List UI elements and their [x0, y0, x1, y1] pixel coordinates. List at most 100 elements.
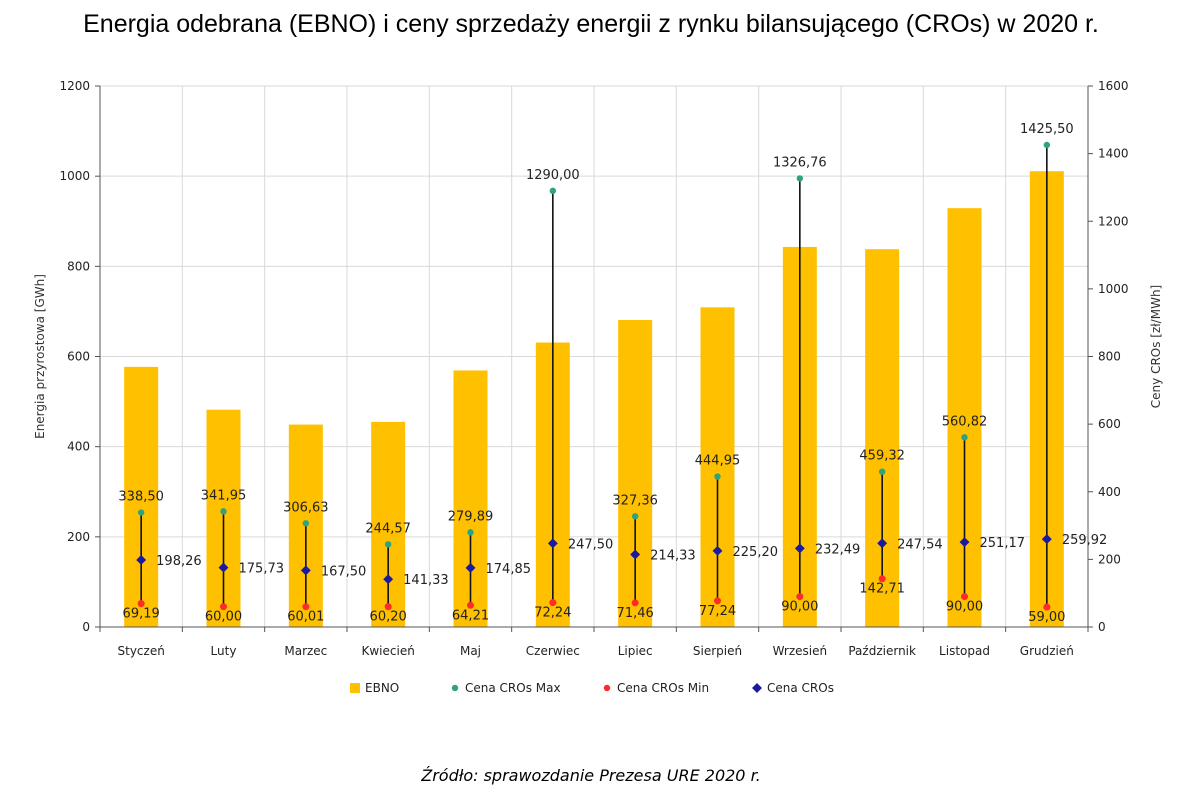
data-labels: 338,50 69,19 198,26 341,95 60,00 175,73 306,63…: [118, 122, 1107, 625]
cros-avg-point: [794, 543, 805, 554]
right-tick-label: 600: [1098, 417, 1121, 431]
category-label: Grudzień: [1020, 644, 1074, 658]
cros-min-point: [1043, 603, 1051, 611]
category-label: Marzec: [284, 644, 327, 658]
legend: EBNO Cena CROs Max Cena CROs Min Cena CROs: [350, 681, 834, 695]
cros-avg-label: 251,17: [980, 536, 1026, 551]
left-axis-title: Energia przyrostowa [GWh]: [33, 274, 47, 439]
legend-label: Cena CROs Min: [617, 681, 709, 695]
left-tick-label: 200: [67, 530, 90, 544]
category-label: Sierpień: [693, 644, 742, 658]
cros-min-label: 64,21: [452, 608, 489, 623]
category-label: Wrzesień: [773, 644, 828, 658]
legend-label: Cena CROs: [767, 681, 834, 695]
right-tick-label: 1000: [1098, 282, 1129, 296]
legend-swatch: [451, 684, 459, 692]
cros-max-label: 1326,76: [773, 155, 827, 170]
cros-max-label: 459,32: [859, 449, 905, 464]
cros-min-point: [796, 593, 804, 601]
cros-max-point: [137, 509, 145, 516]
cros-min-label: 142,71: [859, 582, 905, 597]
cros-min-label: 60,00: [205, 610, 242, 625]
cros-avg-label: 198,26: [156, 554, 202, 569]
cros-max-label: 341,95: [201, 488, 247, 503]
cros-avg-label: 175,73: [239, 562, 285, 577]
cros-max-label: 244,57: [365, 521, 411, 536]
cros-min-label: 90,00: [781, 600, 818, 615]
left-tick-label: 800: [67, 259, 90, 273]
cros-min-label: 72,24: [534, 606, 571, 621]
cros-min-point: [220, 603, 227, 611]
cros-min-point: [467, 601, 474, 609]
cros-max-point: [796, 175, 804, 182]
left-tick-label: 400: [67, 440, 90, 454]
cros-avg-label: 225,20: [733, 545, 779, 560]
cros-min-label: 90,00: [946, 600, 983, 615]
right-tick-label: 400: [1098, 485, 1121, 499]
cros-max-point: [1043, 141, 1051, 149]
cros-min-point: [878, 575, 886, 583]
cros-max-point: [549, 187, 557, 195]
chart-title: Energia odebrana (EBNO) i ceny sprzedaży…: [83, 10, 1099, 38]
category-label: Kwiecień: [362, 644, 415, 658]
category-label: Październik: [848, 644, 916, 658]
cros-avg-point: [959, 537, 970, 548]
cros-max-label: 1290,00: [526, 168, 580, 183]
cros-min-label: 71,46: [617, 606, 654, 621]
cros-max-label: 338,50: [118, 490, 164, 505]
cros-avg-point: [877, 538, 888, 549]
cros-avg-label: 174,85: [486, 562, 532, 577]
cros-avg-label: 232,49: [815, 542, 861, 557]
right-tick-label: 1200: [1098, 214, 1129, 228]
cros-max-label: 327,36: [612, 493, 658, 508]
cros-avg-label: 214,33: [650, 549, 696, 564]
cros-max-label: 1425,50: [1020, 122, 1074, 137]
cros-min-label: 77,24: [699, 604, 736, 619]
price-points: [136, 141, 1052, 611]
category-label: Styczeń: [118, 644, 165, 658]
price-range-whiskers: [140, 145, 1048, 608]
cros-max-point: [961, 434, 968, 441]
category-label: Czerwiec: [526, 644, 580, 658]
cros-min-label: 60,20: [370, 610, 407, 625]
right-tick-label: 200: [1098, 552, 1121, 566]
cros-min-label: 59,00: [1028, 610, 1065, 625]
cros-max-point: [302, 520, 310, 527]
cros-avg-label: 247,50: [568, 537, 614, 552]
legend-cros-max: Cena CROs Max: [451, 681, 561, 695]
legend-swatch: [603, 684, 611, 692]
cros-max-label: 279,89: [448, 509, 494, 524]
category-label: Maj: [460, 644, 481, 658]
cros-max-point: [631, 513, 639, 520]
category-label: Luty: [211, 644, 237, 658]
cros-max-point: [878, 468, 886, 475]
cros-max-point: [714, 473, 721, 480]
cros-min-point: [714, 597, 721, 605]
cros-avg-point: [300, 565, 311, 576]
cros-min-point: [384, 603, 392, 611]
cros-min-point: [302, 603, 310, 611]
legend-cros-min: Cena CROs Min: [603, 681, 709, 695]
legend-label: Cena CROs Max: [465, 681, 561, 695]
cros-min-label: 69,19: [123, 607, 160, 622]
cros-max-point: [220, 508, 227, 515]
cros-avg-point: [383, 574, 394, 585]
cros-max-point: [384, 541, 392, 548]
category-label: Lipiec: [618, 644, 653, 658]
cros-min-point: [549, 599, 557, 607]
cros-max-label: 560,82: [942, 414, 988, 429]
cros-avg-point: [712, 545, 723, 556]
legend-swatch: [752, 683, 762, 693]
right-tick-label: 800: [1098, 350, 1121, 364]
legend-label: EBNO: [365, 681, 399, 695]
legend-swatch: [350, 683, 360, 693]
right-tick-label: 1400: [1098, 147, 1129, 161]
cros-max-point: [467, 529, 474, 536]
cros-avg-point: [547, 538, 558, 549]
axes: 0 200 400 600 800 1000 1200 0 200 400 600 800 1000 12…: [33, 79, 1163, 658]
cros-avg-label: 141,33: [403, 573, 449, 588]
category-label: Listopad: [939, 644, 990, 658]
cros-avg-point: [1041, 534, 1052, 545]
cros-max-label: 444,95: [695, 454, 741, 469]
cros-avg-point: [465, 562, 476, 573]
